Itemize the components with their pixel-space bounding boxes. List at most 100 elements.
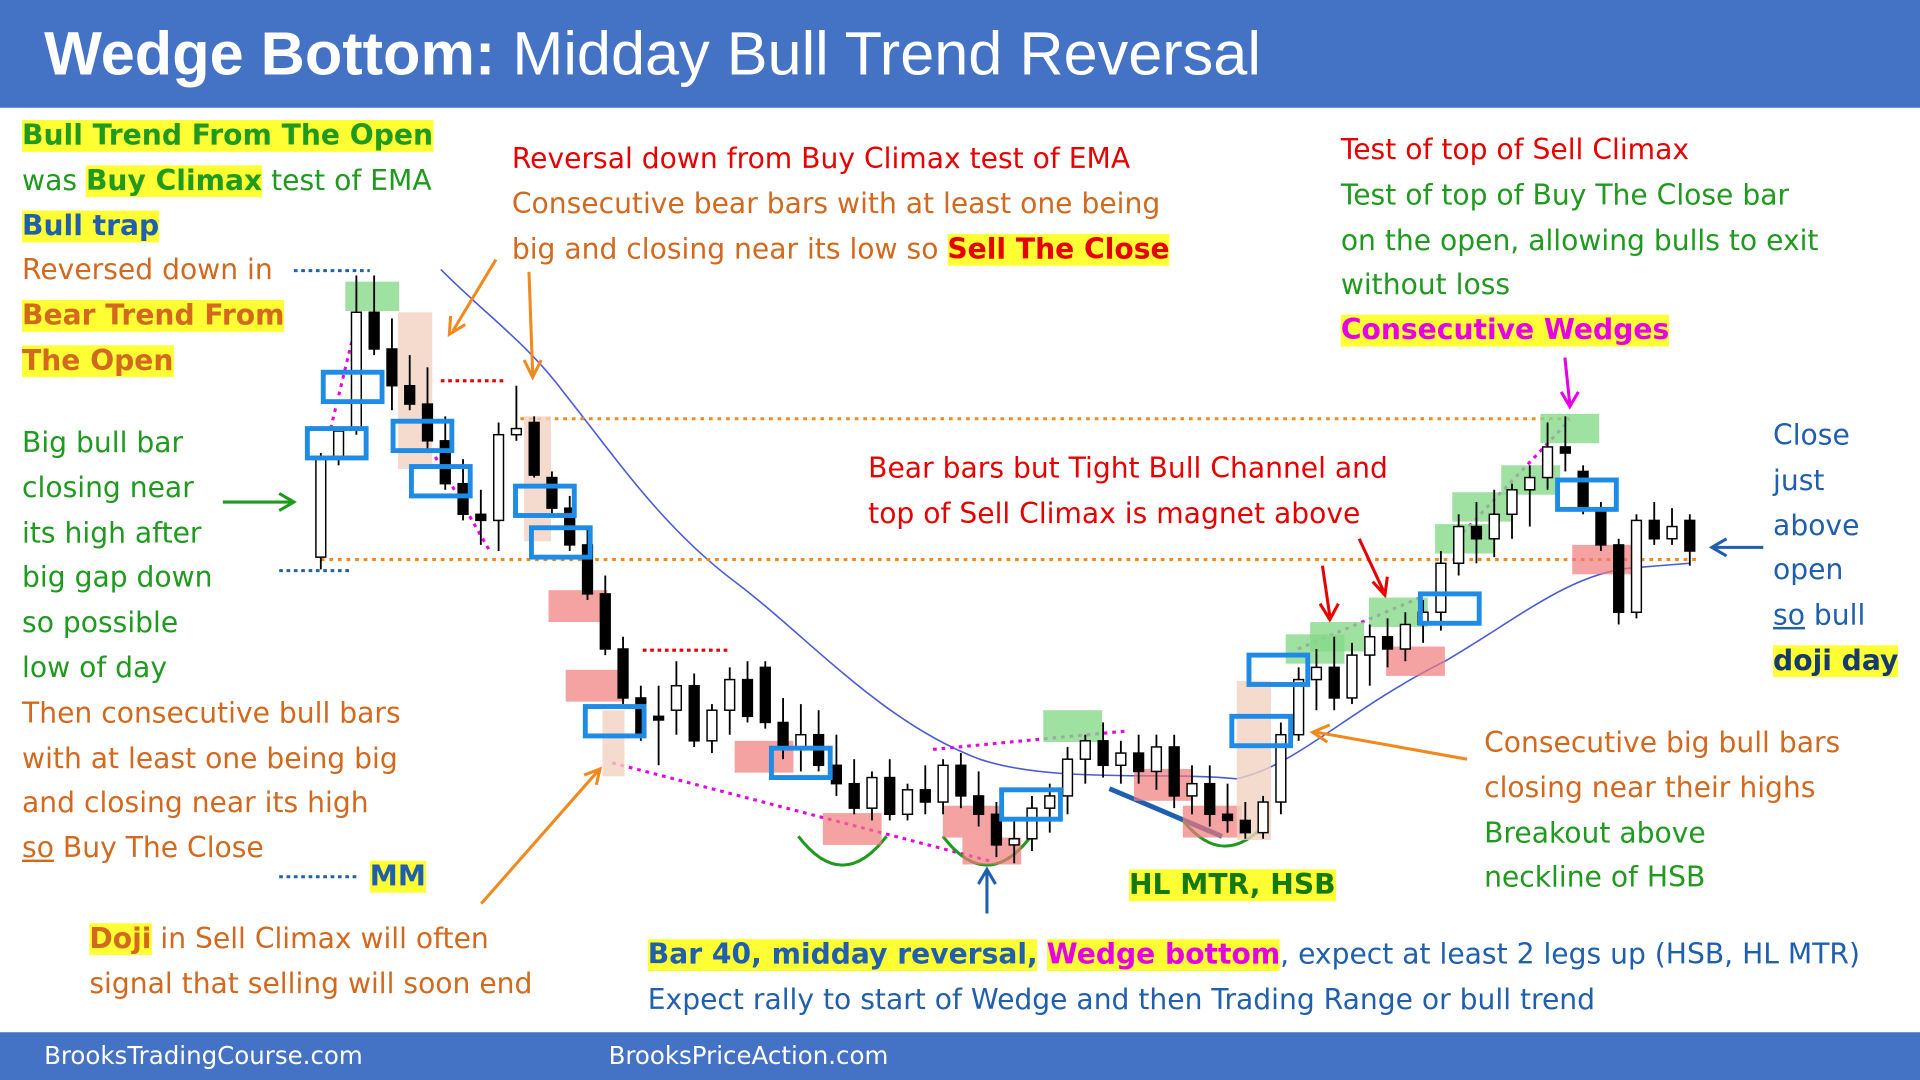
note-text: Close bbox=[1773, 420, 1850, 452]
note-d: Reversal down from Buy Climax test of EM… bbox=[512, 137, 1170, 272]
wedge-line bbox=[932, 729, 1127, 751]
note-text: Breakout above bbox=[1484, 817, 1706, 850]
note-text: Consecutive big bull bars bbox=[1484, 727, 1841, 760]
bull-body bbox=[1044, 795, 1056, 809]
bull-body bbox=[724, 678, 736, 711]
note-text: Sell The Close bbox=[947, 233, 1170, 266]
bear-body bbox=[848, 782, 860, 809]
bear-body bbox=[973, 795, 985, 816]
bull-body bbox=[1026, 807, 1038, 840]
bull-body bbox=[1666, 525, 1678, 540]
note-text: HL MTR, HSB bbox=[1128, 869, 1336, 902]
bear-body bbox=[581, 544, 594, 595]
note-text: Consecutive bear bars with at least one … bbox=[511, 188, 1161, 221]
bear-body bbox=[955, 764, 967, 797]
note-f: Bear bars but Tight Bull Channel and top… bbox=[868, 447, 1388, 537]
note-text: signal that selling will soon end bbox=[89, 968, 533, 1001]
footer-center: BrooksPriceAction.com bbox=[608, 1040, 889, 1071]
bull-body bbox=[492, 433, 505, 522]
note-text: Bull Trend From The Open bbox=[22, 120, 434, 152]
bull-body bbox=[937, 764, 949, 803]
note-text: Consecutive Wedges bbox=[1340, 314, 1670, 347]
bull-body bbox=[1524, 476, 1536, 491]
bull-body bbox=[1275, 733, 1287, 803]
signal-boxes bbox=[304, 369, 1619, 822]
bear-body bbox=[1648, 519, 1660, 540]
note-g: Close just above open so bull doji day bbox=[1773, 414, 1899, 684]
note-text: , expect at least 2 legs up (HSB, HL MTR… bbox=[1280, 939, 1860, 972]
bull-body bbox=[1346, 654, 1358, 699]
note-text: closing near bbox=[22, 472, 194, 505]
bear-body bbox=[688, 684, 700, 742]
note-text: without loss bbox=[1340, 269, 1511, 302]
note-text: Buy Climax bbox=[85, 165, 263, 197]
bear-body bbox=[1097, 740, 1109, 767]
bull-body bbox=[1115, 752, 1127, 767]
note-c: Doji in Sell Climax will often signal th… bbox=[89, 917, 532, 1007]
note-text: Big bull bar bbox=[22, 427, 184, 460]
note-text: and closing near its high bbox=[22, 787, 369, 820]
bear-body bbox=[439, 440, 451, 485]
note-text: its high after bbox=[22, 517, 202, 550]
header: Wedge Bottom: Midday Bull Trend Reversal bbox=[0, 0, 1920, 108]
bear-body bbox=[1204, 782, 1216, 816]
bull-body bbox=[866, 776, 878, 809]
note-text: closing near their highs bbox=[1484, 772, 1816, 805]
bull-body bbox=[1488, 513, 1500, 540]
bull-body bbox=[1150, 746, 1163, 773]
bear-body bbox=[457, 482, 469, 516]
note-text: so bbox=[1773, 600, 1805, 633]
bull-body bbox=[1061, 758, 1074, 797]
note-text: with at least one being big bbox=[22, 742, 398, 775]
bull-body bbox=[1630, 519, 1643, 613]
bear-body bbox=[404, 384, 416, 405]
note-text: above bbox=[1773, 510, 1860, 542]
title-bold: Wedge Bottom: bbox=[44, 19, 496, 89]
bear-body bbox=[1684, 519, 1696, 552]
note-text: Wedge bottom bbox=[1046, 939, 1281, 972]
bear-body bbox=[884, 776, 896, 816]
bear-body bbox=[1613, 544, 1625, 613]
bear-body bbox=[368, 311, 380, 350]
bull-body bbox=[1310, 666, 1323, 681]
note-text: bull bbox=[1813, 600, 1866, 633]
bear-body bbox=[528, 421, 540, 476]
note-text: was bbox=[22, 165, 78, 197]
note-text: test of EMA bbox=[271, 165, 432, 197]
bull-body bbox=[1453, 525, 1465, 565]
bear-body bbox=[1133, 752, 1145, 773]
bull-body bbox=[1541, 446, 1554, 479]
bear-body bbox=[599, 593, 611, 650]
note-a: Bull Trend From The Open was Buy Climax … bbox=[22, 114, 434, 384]
title: Midday Bull Trend Reversal bbox=[512, 19, 1261, 89]
bull-body bbox=[795, 733, 807, 748]
note-text: Test of top of Buy The Close bar bbox=[1340, 179, 1790, 212]
bear-body bbox=[1595, 507, 1607, 546]
bear-body bbox=[1559, 446, 1571, 454]
bull-body bbox=[1079, 740, 1091, 760]
note-text: Reversal down from Buy Climax test of EM… bbox=[511, 143, 1131, 176]
note-text: Bull trap bbox=[22, 210, 160, 242]
note-text: neckline of HSB bbox=[1484, 862, 1706, 895]
note-text: MM bbox=[369, 860, 426, 893]
bear-body bbox=[919, 789, 931, 803]
bull-body bbox=[670, 684, 683, 711]
bull-body bbox=[706, 709, 718, 742]
note-text: Doji bbox=[89, 923, 152, 956]
note-text: so bbox=[22, 832, 54, 865]
bull-body bbox=[1257, 801, 1269, 834]
note-text: on the open, allowing bulls to exit bbox=[1340, 224, 1819, 257]
note-e: Test of top of Sell Climax Test of top o… bbox=[1340, 129, 1819, 354]
bear-body bbox=[617, 648, 629, 699]
note-text: just bbox=[1773, 465, 1825, 497]
bull-body bbox=[1008, 838, 1020, 846]
bear-body bbox=[1239, 819, 1251, 834]
bear-body bbox=[1381, 636, 1394, 650]
bear-body bbox=[386, 348, 398, 387]
note-text: Expect rally to start of Wedge and then … bbox=[647, 984, 1596, 1017]
bear-body bbox=[1221, 813, 1234, 822]
bull-body bbox=[1506, 489, 1518, 516]
note-text: Buy The Close bbox=[62, 832, 264, 865]
